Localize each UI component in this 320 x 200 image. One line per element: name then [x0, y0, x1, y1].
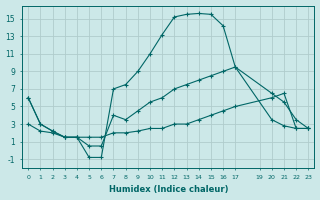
X-axis label: Humidex (Indice chaleur): Humidex (Indice chaleur): [108, 185, 228, 194]
